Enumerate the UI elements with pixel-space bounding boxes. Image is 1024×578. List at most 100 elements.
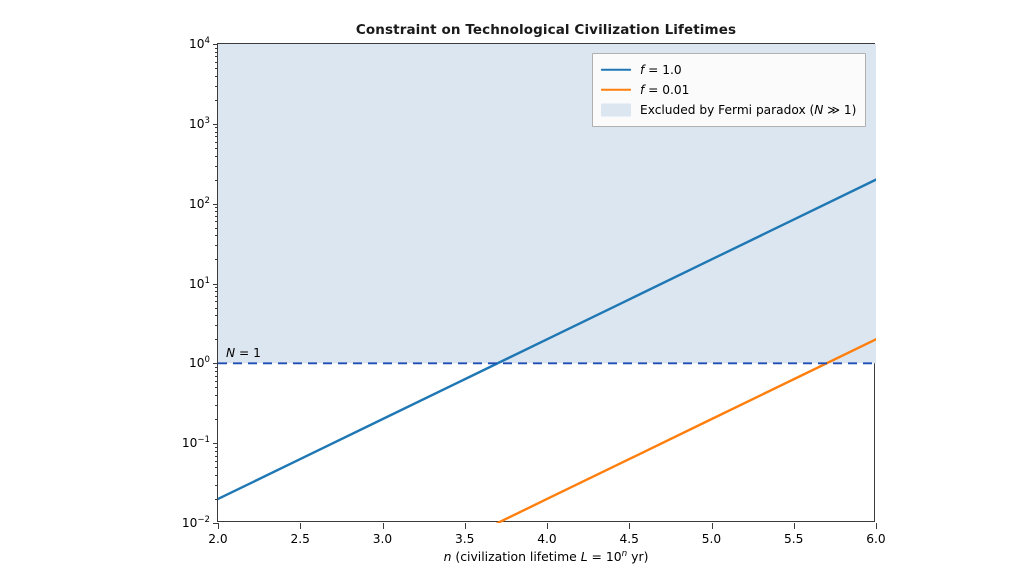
y-tick-minor [214,375,218,377]
y-tick-minor [214,216,218,218]
x-tick-major [793,523,795,529]
y-tick-minor [214,325,218,327]
y-tick-minor [214,287,218,289]
x-tick-major [382,523,384,529]
y-tick-minor [214,371,218,373]
x-tick-label: 2.5 [290,532,310,546]
x-tick-label: 4.0 [537,532,557,546]
y-tick-minor [214,307,218,309]
y-tick-minor [214,474,218,476]
legend-swatch-line-blue [601,63,631,77]
y-tick-minor [214,211,218,213]
y-tick-minor [214,51,218,53]
x-tick-label: 4.5 [619,532,639,546]
y-tick-minor [214,61,218,63]
y-tick-minor [214,450,218,452]
x-tick-label: 5.0 [701,532,722,546]
x-tick-major [711,523,713,529]
y-tick-minor [214,155,218,157]
y-tick-minor [214,291,218,293]
y-tick-label: 102 [189,195,210,211]
y-tick-minor [214,179,218,181]
y-tick-minor [214,301,218,303]
y-tick-minor [214,498,218,500]
x-tick-label: 2.0 [208,532,228,546]
y-tick-label: 101 [189,275,210,291]
x-tick-label: 3.0 [372,532,393,546]
y-tick-minor [214,99,218,101]
x-tick-major [876,523,877,529]
y-tick-minor [214,259,218,261]
y-tick-minor [214,136,218,138]
y-tick-label: 103 [189,115,210,131]
y-tick-minor [214,221,218,223]
y-tick-minor [214,405,218,407]
legend-label-shaded-region: Excluded by Fermi paradox (N ≫ 1) [640,103,857,117]
y-tick-major [212,283,218,285]
y-tick-minor [214,395,218,397]
y-tick-minor [214,295,218,297]
x-tick-label: 5.5 [784,532,804,546]
legend-swatch-line-orange [601,83,631,97]
y-tick-minor [214,467,218,469]
legend-label-series-1: f = 1.0 [640,63,682,77]
legend-item-series-2[interactable]: f = 0.01 [601,80,856,100]
plot-area: N = 1 f = 1.0 f = 0.01 Excluded by Fermi… [182,37,886,546]
y-tick-minor [214,235,218,237]
series-line-f-1p0 [218,180,876,499]
y-tick-label: 10−2 [181,514,210,530]
legend-swatch-patch-shaded [601,103,631,117]
series-line-f-0p01 [498,339,876,523]
x-tick-major [218,523,219,529]
y-tick-minor [214,68,218,70]
y-tick-minor [214,381,218,383]
x-tick-major [464,523,466,529]
chart-legend[interactable]: f = 1.0 f = 0.01 Excluded by Fermi parad… [592,53,867,127]
legend-item-shaded-region[interactable]: Excluded by Fermi paradox (N ≫ 1) [601,100,856,120]
y-tick-minor [214,131,218,133]
tick-container: 10−2 10−1 100 101 102 103 104 2.0 2.5 3.0 3.5 4.0 4.… [182,37,886,546]
y-tick-minor [214,85,218,87]
n-equals-1-variable: N [226,346,236,361]
legend-label-series-2: f = 0.01 [640,83,690,97]
y-tick-label: 104 [189,35,210,51]
y-tick-minor [214,141,218,143]
y-tick-minor [214,245,218,247]
y-tick-minor [214,56,218,58]
y-tick-minor [214,165,218,167]
y-tick-major [212,123,218,125]
y-tick-minor [214,315,218,317]
y-tick-major [212,203,218,205]
y-tick-major [212,363,218,365]
series-group [218,180,876,523]
y-tick-minor [214,366,218,368]
y-tick-minor [214,460,218,462]
n-equals-1-value: = 1 [235,346,261,361]
y-tick-minor [214,387,218,389]
y-tick-label: 100 [189,355,210,371]
x-axis-label: n (civilization lifetime L = 10n yr) [443,548,649,564]
x-tick-label: 6.0 [866,532,886,546]
y-tick-major [212,523,218,524]
y-tick-major [212,443,218,445]
y-tick-minor [214,47,218,49]
y-tick-minor [214,484,218,486]
y-tick-minor [214,339,218,341]
chart-title: Constraint on Technological Civilization… [355,22,737,38]
x-tick-major [629,523,631,529]
y-tick-minor [214,207,218,209]
y-tick-label: 10−1 [181,435,210,451]
y-tick-minor [214,75,218,77]
y-tick-minor [214,227,218,229]
x-tick-major [547,523,548,529]
y-tick-minor [214,147,218,149]
y-tick-minor [214,455,218,457]
legend-item-series-1[interactable]: f = 1.0 [601,60,856,80]
n-equals-1-annotation: N = 1 [226,346,261,360]
y-tick-major [212,44,218,45]
x-tick-label: 3.5 [455,532,475,546]
y-tick-minor [214,127,218,129]
x-tick-major [300,523,302,529]
y-tick-minor [214,419,218,421]
